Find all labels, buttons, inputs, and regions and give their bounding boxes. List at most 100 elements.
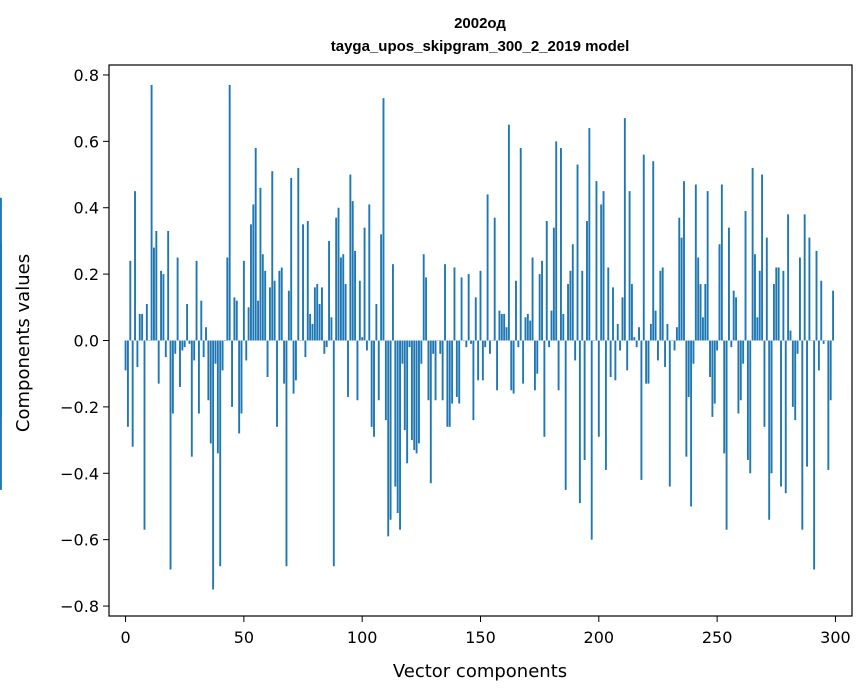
bar-211 bbox=[623, 118, 626, 341]
bar-98 bbox=[356, 340, 359, 401]
bar-256 bbox=[730, 340, 733, 348]
bar-172 bbox=[531, 257, 534, 341]
bars-group bbox=[0, 84, 835, 590]
bar-134 bbox=[441, 340, 444, 401]
bar-28 bbox=[190, 340, 193, 457]
y-axis-ticks: −0.8 −0.6 −0.4 −0.2 0.0 0.2 0.4 0.6 0.8 bbox=[60, 66, 109, 616]
bar-228 bbox=[664, 340, 667, 368]
bar-217 bbox=[638, 327, 640, 341]
bar-269 bbox=[761, 174, 764, 341]
bar-294 bbox=[820, 280, 823, 341]
bar-26 bbox=[186, 303, 189, 341]
bar-69 bbox=[287, 290, 290, 341]
bar-117 bbox=[401, 340, 404, 364]
bar-20 bbox=[171, 340, 174, 414]
bar-39 bbox=[216, 340, 219, 454]
bar-97 bbox=[354, 250, 357, 341]
bar-277 bbox=[780, 340, 782, 487]
bar-54 bbox=[252, 204, 255, 341]
bar-186 bbox=[564, 340, 567, 490]
bar-70 bbox=[290, 177, 293, 341]
bar-183 bbox=[557, 340, 560, 391]
bar-88 bbox=[332, 340, 335, 567]
bar-30 bbox=[195, 260, 198, 341]
bar-63 bbox=[273, 280, 276, 341]
bar-282 bbox=[791, 340, 794, 407]
bar-7 bbox=[141, 313, 144, 341]
x-tick-label: 0 bbox=[120, 628, 130, 647]
bar-140 bbox=[455, 340, 458, 397]
bar-280 bbox=[787, 214, 790, 341]
x-tick-label: 100 bbox=[347, 628, 378, 647]
bar-165 bbox=[515, 280, 517, 341]
bar-237 bbox=[685, 340, 688, 457]
bar-249 bbox=[713, 340, 716, 404]
bar-115 bbox=[396, 340, 399, 514]
bar-92 bbox=[342, 254, 345, 341]
bar-278 bbox=[782, 270, 785, 341]
bar-16 bbox=[162, 274, 165, 341]
bar-118 bbox=[403, 340, 406, 431]
bar-79 bbox=[311, 323, 314, 341]
bar-175 bbox=[538, 274, 541, 341]
bar-144 bbox=[465, 340, 468, 348]
bar-148 bbox=[474, 297, 477, 341]
bar-210 bbox=[621, 297, 624, 341]
bar-67 bbox=[283, 340, 286, 384]
bar-103 bbox=[368, 204, 371, 341]
bar-0 bbox=[124, 340, 127, 371]
bar-62 bbox=[271, 171, 274, 341]
bar-252 bbox=[720, 184, 723, 341]
bar-203 bbox=[604, 340, 607, 470]
bar-48 bbox=[238, 340, 241, 434]
bar-281 bbox=[789, 330, 792, 341]
bar-122 bbox=[413, 340, 416, 451]
bar-221 bbox=[647, 340, 650, 384]
bar-73 bbox=[297, 167, 300, 341]
bar-85 bbox=[325, 340, 328, 348]
bar-47 bbox=[235, 300, 238, 341]
bar-35 bbox=[207, 340, 210, 401]
x-tick-label: 50 bbox=[234, 628, 254, 647]
bar-253 bbox=[723, 340, 726, 454]
bar-129 bbox=[429, 340, 432, 484]
bar-268 bbox=[758, 270, 761, 341]
bar-153 bbox=[486, 194, 489, 341]
x-tick-label: 300 bbox=[820, 628, 851, 647]
bar-81 bbox=[316, 284, 319, 341]
bar-58 bbox=[261, 254, 264, 341]
bar-162 bbox=[507, 124, 510, 341]
bar-163 bbox=[510, 340, 513, 391]
y-tick-label: 0.4 bbox=[74, 199, 99, 218]
bar-159 bbox=[500, 313, 503, 341]
bar-112 bbox=[389, 340, 392, 520]
bar-185 bbox=[562, 313, 565, 341]
bar-82 bbox=[318, 303, 321, 341]
y-tick-label: −0.8 bbox=[60, 597, 99, 616]
bar-240 bbox=[692, 340, 695, 364]
bar-57 bbox=[259, 187, 262, 341]
bar-145 bbox=[467, 274, 470, 341]
bar-13 bbox=[155, 230, 158, 341]
bar-150 bbox=[479, 270, 482, 341]
bar-178 bbox=[545, 221, 548, 341]
bar-126 bbox=[422, 254, 425, 341]
bar-181 bbox=[552, 227, 555, 341]
bar-154 bbox=[489, 340, 491, 354]
bar-45 bbox=[231, 340, 233, 407]
bar-15 bbox=[160, 270, 162, 341]
bar-233 bbox=[675, 327, 678, 341]
bar-187 bbox=[567, 284, 569, 341]
bar-34 bbox=[205, 327, 207, 341]
bar-274 bbox=[772, 284, 775, 341]
bar-61 bbox=[268, 287, 271, 341]
bar-247 bbox=[709, 340, 711, 378]
bar-44 bbox=[228, 84, 231, 341]
bar-214 bbox=[630, 284, 633, 341]
bar-46 bbox=[233, 297, 236, 341]
bar-295 bbox=[822, 340, 825, 344]
x-tick-label: 250 bbox=[702, 628, 733, 647]
bar-24 bbox=[181, 340, 184, 351]
bar-246 bbox=[706, 191, 709, 341]
